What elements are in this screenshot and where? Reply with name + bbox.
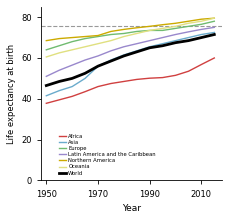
Y-axis label: Life expectancy at birth: Life expectancy at birth — [7, 44, 16, 144]
Legend: Africa, Asia, Europe, Latin America and the Caribbean, Northern America, Oceania: Africa, Asia, Europe, Latin America and … — [58, 133, 156, 176]
X-axis label: Year: Year — [122, 204, 141, 213]
